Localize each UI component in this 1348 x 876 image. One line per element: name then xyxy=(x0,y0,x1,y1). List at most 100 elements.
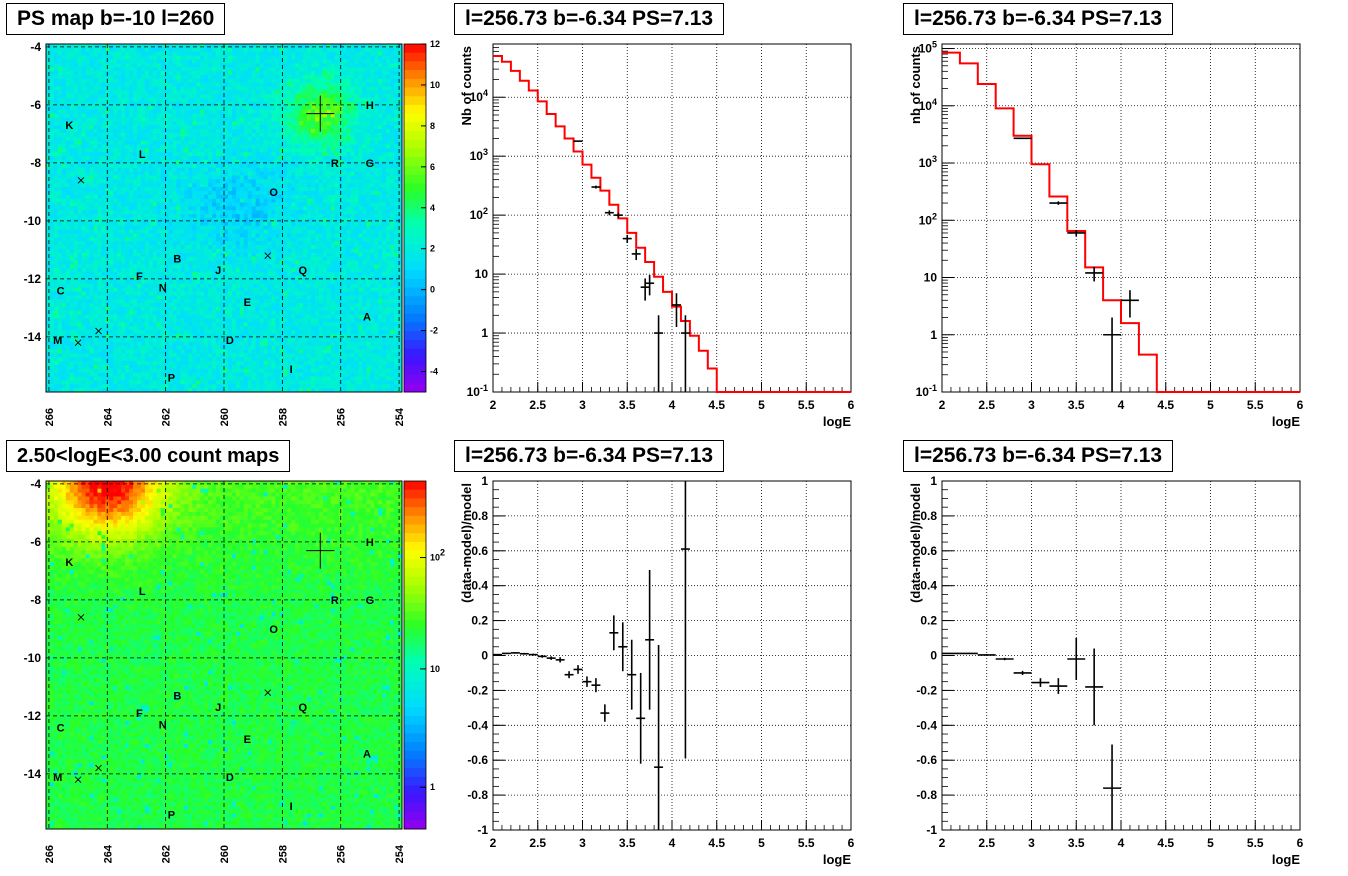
source-label-P: P xyxy=(168,373,175,385)
spec_right-ytick-label: 10 xyxy=(924,271,938,285)
source-cross-marker xyxy=(77,613,85,621)
resid_right-ytick-label: 0 xyxy=(930,649,937,663)
source-label-O: O xyxy=(269,187,278,199)
resid_right-xtick-label: 2.5 xyxy=(978,836,995,850)
map_top-ytick-label: -6 xyxy=(30,98,41,112)
resid_right-ytick-label: -0.6 xyxy=(916,753,937,767)
source-label-H: H xyxy=(366,537,374,549)
source-label-O: O xyxy=(269,624,278,636)
map_bottom-ytick-label: -12 xyxy=(24,709,42,723)
resid_right-ytick-label: 0.4 xyxy=(920,579,937,593)
source-cross-marker xyxy=(74,776,82,784)
map_bottom-ytick-label: -14 xyxy=(24,767,42,781)
map_bottom-xtick-label: 264 xyxy=(102,844,114,863)
resid_right-xtick-label: 3.5 xyxy=(1068,836,1085,850)
resid_right-ytick-label: -0.8 xyxy=(916,788,937,802)
source-label-G: G xyxy=(366,158,375,170)
resid_left-ytick-label: 0.2 xyxy=(471,614,488,628)
spec_right-xtick-label: 4.5 xyxy=(1157,398,1174,412)
source-label-A: A xyxy=(363,312,371,324)
spec_right-xtick-label: 4 xyxy=(1118,398,1125,412)
map-bottom-title: 2.50<logE<3.00 count maps xyxy=(6,440,291,472)
resid_left-xtick-label: 5 xyxy=(758,836,765,850)
source-label-G: G xyxy=(366,595,375,607)
resid_right-ytick-label: 1 xyxy=(930,474,937,488)
map_bottom-ytick-label: -10 xyxy=(24,651,42,665)
resid_left-ytick-label: -0.6 xyxy=(467,753,488,767)
source-cross-marker xyxy=(95,327,102,335)
map_top-xtick-label: 264 xyxy=(102,407,114,426)
resid_left-ytick-label: 0.6 xyxy=(471,544,488,558)
resid_left-ytick-label: 0.4 xyxy=(471,579,488,593)
map_top-xtick-label: 256 xyxy=(336,408,348,426)
map_bottom-colorbar-frame xyxy=(403,480,427,830)
source-label-N: N xyxy=(159,283,167,295)
resid_left-xtick-label: 3.5 xyxy=(619,836,636,850)
resid_right-ylabel: (data-model)/model xyxy=(908,483,923,603)
spec_right-ytick-label: 102 xyxy=(919,211,937,227)
map_top-ytick-label: -10 xyxy=(24,214,42,228)
resid_left-ytick-label: -0.8 xyxy=(467,788,488,802)
resid_right-ytick-label: 0.8 xyxy=(920,509,937,523)
spec_right-xtick-label: 3.5 xyxy=(1068,398,1085,412)
source-label-E: E xyxy=(244,297,251,309)
spec_left-xtick-label: 4.5 xyxy=(708,398,725,412)
spec_left-xtick-label: 2 xyxy=(490,398,497,412)
source-label-F: F xyxy=(136,271,143,283)
resid_left-ytick-label: 0 xyxy=(481,649,488,663)
map_bottom-colorbar-label: 1 xyxy=(430,782,435,792)
resid_left-xtick-label: 4.5 xyxy=(708,836,725,850)
map_bottom-xtick-label: 258 xyxy=(277,845,289,863)
map_top-colorbar-label: 4 xyxy=(430,203,435,213)
resid_right-xtick-label: 5 xyxy=(1207,836,1214,850)
source-label-C: C xyxy=(57,286,65,298)
map_bottom-xtick-label: 260 xyxy=(219,845,231,863)
source-label-D: D xyxy=(226,335,234,347)
residual-right-title: l=256.73 b=-6.34 PS=7.13 xyxy=(903,440,1174,472)
resid_left-xlabel: logE xyxy=(823,852,851,867)
spec_left-ylabel: Nb of counts xyxy=(459,46,474,125)
source-label-E: E xyxy=(244,734,251,746)
spec_left-xtick-label: 2.5 xyxy=(529,398,546,412)
spec_right-ytick-label: 10-1 xyxy=(916,383,937,399)
resid_right-xtick-label: 2 xyxy=(939,836,946,850)
resid_left-ytick-label: 0.8 xyxy=(471,509,488,523)
source-label-L: L xyxy=(139,149,146,161)
map_top-ytick-label: -4 xyxy=(30,40,41,54)
source-cross-marker xyxy=(264,689,272,697)
source-label-R: R xyxy=(331,595,339,607)
map-top-title: PS map b=-10 l=260 xyxy=(6,3,226,35)
map_bottom-xtick-label: 256 xyxy=(336,845,348,863)
spec_left-ytick-label: 104 xyxy=(470,88,488,104)
map_bottom-plot xyxy=(46,481,403,830)
spec_left-xlabel: logE xyxy=(823,414,851,429)
source-cross-marker xyxy=(264,252,272,260)
source-label-R: R xyxy=(331,158,339,170)
spec_right-xtick-label: 5.5 xyxy=(1247,398,1264,412)
spec_right-ylabel: nb of counts xyxy=(908,46,923,124)
resid_left-xtick-label: 6 xyxy=(848,836,855,850)
resid_left-ytick-label: -0.4 xyxy=(467,718,488,732)
source-label-B: B xyxy=(173,254,181,266)
map_top-colorbar-label: -4 xyxy=(430,367,438,377)
spec_right-xtick-label: 3 xyxy=(1028,398,1035,412)
source-label-I: I xyxy=(290,364,293,376)
map_top-colorbar-frame xyxy=(403,43,427,393)
map_top-colorbar-label: 0 xyxy=(430,285,435,295)
map_bottom-colorbar-label: 102 xyxy=(430,548,445,563)
map_bottom-ytick-label: -8 xyxy=(30,593,41,607)
source-label-N: N xyxy=(159,720,167,732)
map_top-colorbar-label: 8 xyxy=(430,121,435,131)
map_top-xtick-label: 260 xyxy=(219,408,231,426)
source-label-A: A xyxy=(363,749,371,761)
resid_left-xtick-label: 4 xyxy=(669,836,676,850)
spec_right-xtick-label: 5 xyxy=(1207,398,1214,412)
resid_left-xtick-label: 5.5 xyxy=(798,836,815,850)
residual-left-title: l=256.73 b=-6.34 PS=7.13 xyxy=(454,440,725,472)
source-label-B: B xyxy=(173,691,181,703)
spec_left-xtick-label: 5.5 xyxy=(798,398,815,412)
resid_right-ytick-label: -0.2 xyxy=(916,683,937,697)
resid_right-xtick-label: 5.5 xyxy=(1247,836,1264,850)
source-label-J: J xyxy=(215,702,221,714)
